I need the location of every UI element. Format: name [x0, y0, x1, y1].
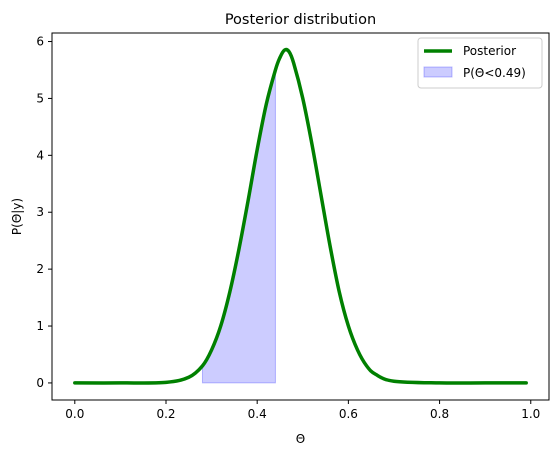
legend-area-swatch — [423, 66, 453, 78]
x-tick-label: 0.6 — [339, 407, 358, 421]
y-tick-label: 6 — [36, 35, 44, 49]
y-axis-label: P(Θ|y) — [10, 198, 24, 235]
chart-title: Posterior distribution — [225, 12, 376, 28]
legend-area-label: P(Θ<0.49) — [463, 66, 526, 80]
y-tick-label: 4 — [36, 148, 44, 162]
posterior-line — [73, 47, 528, 385]
x-axis: 0.0 0.2 0.4 0.6 0.8 1.0 — [65, 400, 540, 421]
x-tick-label: 0.8 — [430, 407, 449, 421]
y-tick-label: 3 — [36, 205, 44, 219]
y-tick-label: 0 — [36, 376, 44, 390]
x-tick-label: 0.4 — [248, 407, 267, 421]
y-tick-label: 2 — [36, 262, 44, 276]
legend-posterior-label: Posterior — [463, 44, 516, 58]
x-tick-label: 1.0 — [521, 407, 540, 421]
legend: Posterior P(Θ<0.49) — [417, 37, 543, 89]
y-tick-label: 5 — [36, 91, 44, 105]
x-axis-label: Θ — [296, 432, 305, 446]
x-tick-label: 0.0 — [65, 407, 84, 421]
y-axis: 0 1 2 3 4 5 6 — [36, 35, 52, 390]
y-tick-label: 1 — [36, 319, 44, 333]
x-tick-label: 0.2 — [156, 407, 175, 421]
plot-frame — [51, 32, 550, 401]
